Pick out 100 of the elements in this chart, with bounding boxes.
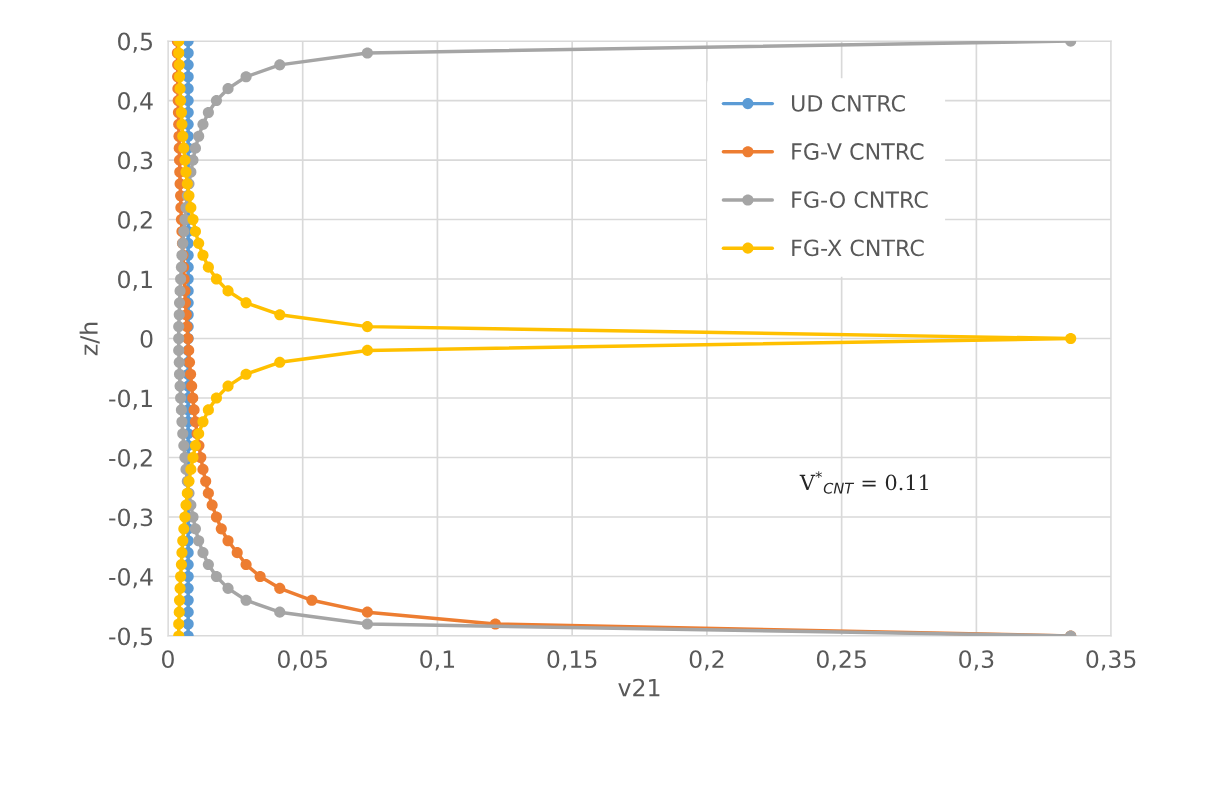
- point: [206, 499, 218, 511]
- x-axis-title: v21: [618, 678, 660, 697]
- legend-label: FG-X CNTRC: [792, 239, 924, 257]
- point: [174, 285, 186, 297]
- point: [174, 380, 186, 392]
- point: [197, 547, 209, 559]
- point: [189, 225, 201, 237]
- point: [200, 475, 212, 487]
- point: [306, 594, 318, 606]
- point: [173, 356, 185, 368]
- point: [274, 606, 286, 618]
- point: [240, 71, 252, 83]
- point: [187, 392, 199, 404]
- point: [177, 130, 189, 142]
- point: [240, 594, 252, 606]
- y-axis-title: z/h: [79, 322, 100, 356]
- point: [173, 332, 185, 345]
- point: [175, 559, 187, 571]
- point: [197, 118, 209, 130]
- point: [188, 404, 200, 416]
- y-tick-label: 0,2: [118, 210, 152, 232]
- point: [173, 297, 186, 309]
- point: [254, 570, 266, 583]
- x-tick-label: 0,25: [816, 650, 866, 671]
- point: [174, 582, 186, 594]
- point: [222, 83, 234, 95]
- point: [361, 344, 373, 356]
- point: [222, 535, 234, 547]
- y-tick-label: -0,1: [109, 389, 152, 410]
- point: [193, 535, 205, 547]
- point: [202, 559, 214, 571]
- point: [210, 511, 223, 523]
- point: [210, 273, 223, 285]
- point: [274, 582, 286, 594]
- point: [178, 523, 190, 535]
- point: [175, 570, 187, 583]
- x-tick-label: 0,15: [547, 650, 597, 671]
- point: [173, 594, 186, 606]
- legend-label: FG-V CNTRC: [792, 143, 924, 160]
- point: [361, 606, 373, 618]
- y-tick-label: 0: [140, 329, 153, 348]
- point: [177, 535, 189, 547]
- y-tick-label: 0,5: [118, 32, 152, 53]
- point: [175, 392, 187, 404]
- point: [361, 47, 373, 59]
- point: [202, 261, 214, 273]
- x-tick-label: 0,05: [277, 650, 327, 671]
- point: [274, 309, 286, 321]
- point: [274, 59, 286, 71]
- point: [215, 523, 227, 535]
- point: [193, 237, 205, 249]
- point: [173, 368, 186, 380]
- point: [187, 213, 199, 226]
- point: [197, 249, 209, 261]
- point: [202, 487, 214, 499]
- legend-label: UD CNTRC: [792, 94, 905, 112]
- point: [210, 392, 223, 404]
- y-tick-label: -0,2: [109, 448, 152, 470]
- point: [173, 618, 185, 630]
- y-tick-label: -0,3: [109, 508, 153, 529]
- point: [210, 95, 223, 107]
- point: [197, 416, 209, 428]
- y-tick-label: 0,4: [118, 92, 153, 113]
- x-tick-label: 0,1: [420, 650, 455, 671]
- point: [197, 463, 209, 475]
- point: [361, 618, 373, 630]
- point: [176, 416, 188, 428]
- point: [202, 106, 214, 119]
- point: [173, 321, 185, 333]
- point: [187, 451, 199, 464]
- point: [175, 404, 187, 416]
- point: [178, 142, 190, 154]
- x-tick-label: 0: [161, 650, 174, 669]
- point: [202, 404, 214, 416]
- legend-label: FG-O CNTRC: [792, 191, 928, 209]
- point: [274, 356, 286, 368]
- point: [173, 606, 185, 618]
- x-tick-label: 0,35: [1086, 650, 1136, 671]
- point: [222, 380, 234, 392]
- y-tick-label: 0,1: [118, 270, 152, 291]
- point: [178, 440, 190, 452]
- annotation: V$^{*}$$_{CNT}$ = 0.11: [799, 471, 928, 494]
- point: [177, 428, 189, 440]
- point: [222, 285, 234, 297]
- point: [189, 142, 201, 154]
- y-tick-label: -0,5: [109, 627, 152, 648]
- point: [193, 130, 205, 142]
- point: [240, 559, 252, 571]
- point: [240, 368, 252, 380]
- point: [1065, 332, 1077, 345]
- x-tick-label: 0,2: [689, 650, 724, 671]
- point: [176, 547, 188, 559]
- point: [240, 297, 252, 309]
- x-tick-label: 0,3: [959, 650, 994, 671]
- point: [189, 440, 201, 452]
- point: [231, 547, 243, 559]
- point: [222, 582, 234, 594]
- point: [173, 344, 185, 356]
- y-tick-label: -0,4: [109, 567, 153, 589]
- point: [361, 321, 373, 333]
